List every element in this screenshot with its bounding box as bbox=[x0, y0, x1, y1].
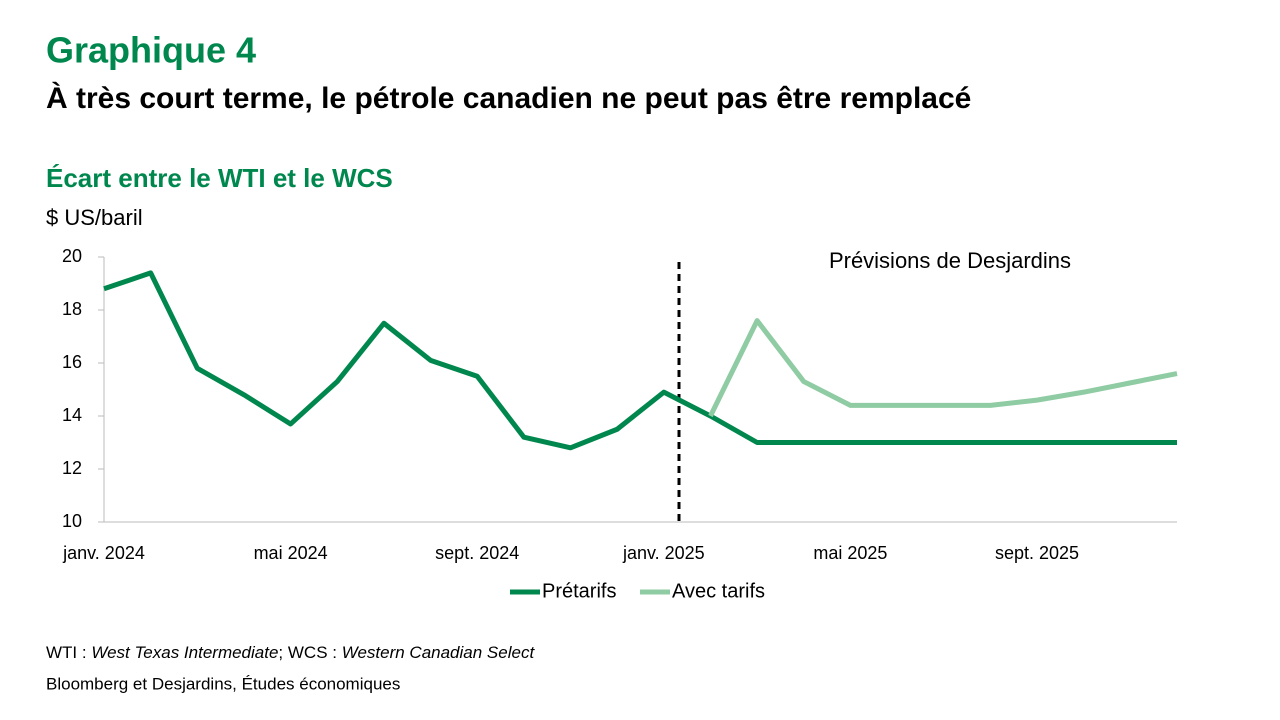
x-tick-label: janv. 2025 bbox=[622, 543, 705, 563]
x-tick-label: sept. 2025 bbox=[995, 543, 1079, 563]
series-line bbox=[103, 270, 1177, 451]
y-tick-label: 10 bbox=[62, 511, 82, 531]
y-tick-label: 20 bbox=[62, 246, 82, 266]
chart-subtitle: À très court terme, le pétrole canadien … bbox=[46, 81, 971, 115]
note-part: ; WCS : bbox=[278, 643, 341, 662]
x-tick-label: mai 2024 bbox=[254, 543, 328, 563]
y-tick-label: 18 bbox=[62, 299, 82, 319]
note-part: Western Canadian Select bbox=[342, 643, 536, 662]
series-line bbox=[708, 318, 1178, 418]
source: Bloomberg et Desjardins, Études économiq… bbox=[46, 674, 400, 693]
chart-title: Graphique 4 bbox=[46, 30, 256, 71]
plot-title: Écart entre le WTI et le WCS bbox=[46, 163, 393, 193]
annotation: Prévisions de Desjardins bbox=[829, 248, 1071, 273]
legend-label: Prétarifs bbox=[542, 580, 616, 602]
x-tick-label: mai 2025 bbox=[813, 543, 887, 563]
footnote: WTI : West Texas Intermediate; WCS : Wes… bbox=[46, 643, 535, 662]
x-tick-label: sept. 2024 bbox=[435, 543, 519, 563]
x-tick-label: janv. 2024 bbox=[62, 543, 145, 563]
note-part: WTI : bbox=[46, 643, 91, 662]
legend-label: Avec tarifs bbox=[672, 580, 765, 602]
y-tick-label: 14 bbox=[62, 405, 82, 425]
note-part: West Texas Intermediate bbox=[91, 643, 278, 662]
y-tick-label: 12 bbox=[62, 458, 82, 478]
y-axis-label: $ US/baril bbox=[46, 205, 143, 230]
y-tick-label: 16 bbox=[62, 352, 82, 372]
